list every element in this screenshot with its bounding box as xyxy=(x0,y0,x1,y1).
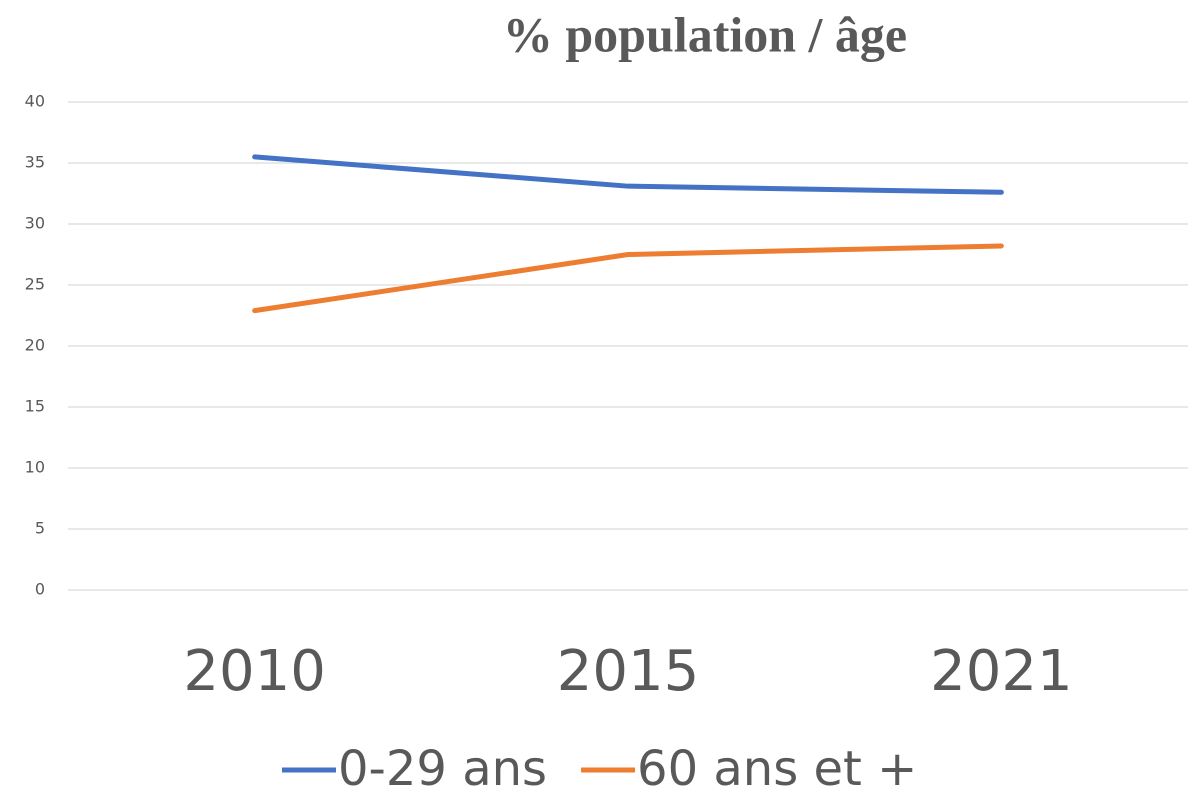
x-tick-label: 2015 xyxy=(557,639,700,704)
y-tick-label: 20 xyxy=(25,336,45,355)
y-tick-label: 35 xyxy=(25,153,45,172)
y-tick-label: 0 xyxy=(35,580,45,599)
y-tick-label: 15 xyxy=(25,397,45,416)
y-tick-label: 10 xyxy=(25,458,45,477)
chart-title: % population / âge xyxy=(503,6,907,62)
x-tick-label: 2010 xyxy=(183,639,326,704)
y-tick-label: 5 xyxy=(35,519,45,538)
legend-label: 60 ans et + xyxy=(637,741,917,797)
y-tick-label: 40 xyxy=(25,92,45,111)
line xyxy=(252,243,1004,314)
legend-label: 0-29 ans xyxy=(338,741,547,797)
y-tick-label: 30 xyxy=(25,214,45,233)
y-tick-label: 25 xyxy=(25,275,45,294)
line xyxy=(252,154,1004,195)
x-tick-label: 2021 xyxy=(930,639,1073,704)
